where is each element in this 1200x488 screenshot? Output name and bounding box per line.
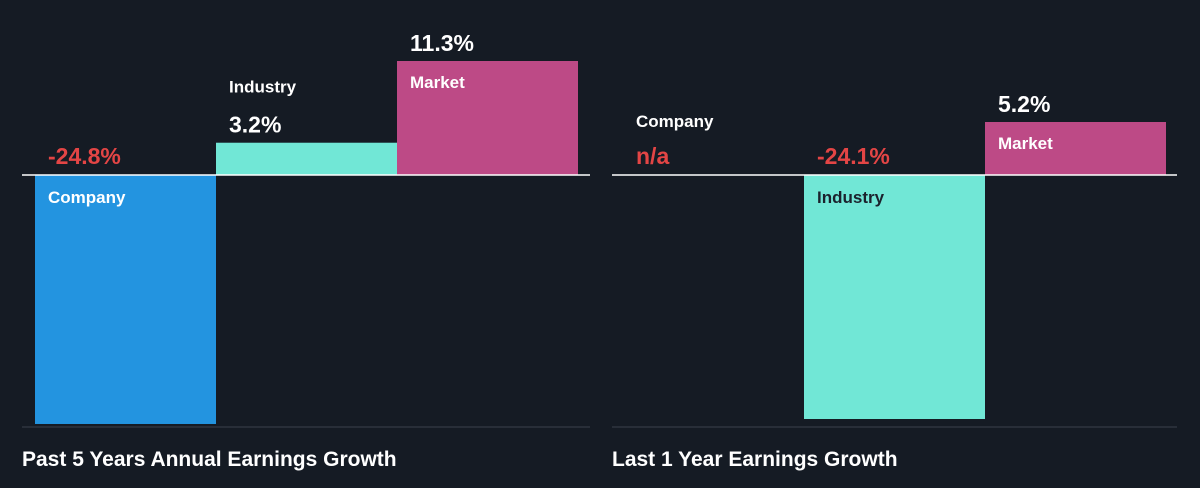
chart-panel-2: Company n/a Industry -24.1% 5.2% Market Last 1…	[612, 91, 1177, 471]
bar-market	[985, 122, 1166, 175]
chart-title: Past 5 Years Annual Earnings Growth	[22, 448, 397, 471]
bar-industry	[804, 175, 985, 419]
value-label-market: 5.2%	[998, 91, 1050, 117]
chart-panel-1: Company -24.8% 3.2% Industry 11.3% Market Past…	[22, 30, 590, 471]
value-label-industry: 3.2%	[229, 112, 281, 138]
value-label-industry: -24.1%	[817, 143, 890, 169]
bar-label-market: Market	[410, 73, 465, 92]
bar-label-company: Company	[636, 112, 714, 131]
value-label-market: 11.3%	[410, 30, 474, 56]
value-label-company: -24.8%	[48, 143, 121, 169]
bar-industry	[216, 142, 397, 175]
bar-label-industry: Industry	[229, 78, 297, 97]
value-label-company: n/a	[636, 143, 669, 169]
chart-title: Last 1 Year Earnings Growth	[612, 448, 898, 471]
bar-market	[397, 61, 578, 175]
bar-company	[35, 175, 216, 424]
bar-label-industry: Industry	[817, 188, 885, 207]
bar-label-company: Company	[48, 188, 126, 207]
bar-label-market: Market	[998, 134, 1053, 153]
